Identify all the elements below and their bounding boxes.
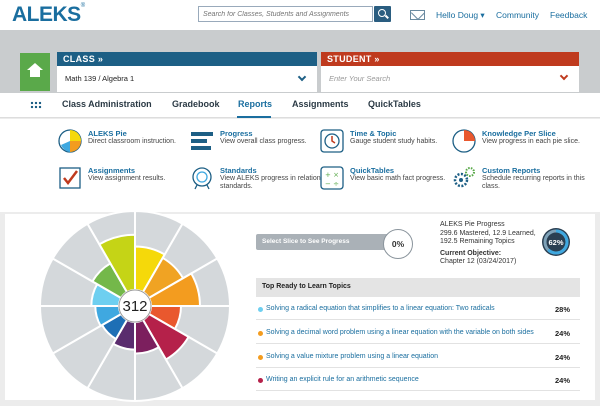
student-label: STUDENT » bbox=[321, 52, 579, 66]
report-desc: View progress in each pie slice. bbox=[482, 138, 580, 145]
tab-reports[interactable]: Reports bbox=[238, 99, 273, 109]
main-nav: Class Administration Gradebook Reports A… bbox=[0, 93, 600, 118]
tab-gradebook[interactable]: Gradebook bbox=[172, 99, 220, 109]
active-tab-indicator bbox=[237, 116, 271, 118]
class-selector[interactable]: CLASS » Math 139 / Algebra 1 (25 ⚇) bbox=[57, 52, 338, 92]
topic-link[interactable]: Solving a value mixture problem using a … bbox=[266, 353, 438, 360]
class-value: Math 139 / Algebra 1 bbox=[65, 74, 135, 83]
report-desc: View overall class progress. bbox=[220, 138, 307, 145]
report-title: Standards bbox=[220, 166, 257, 175]
checkbox-icon bbox=[59, 167, 81, 189]
topic-link[interactable]: Solving a decimal word problem using a l… bbox=[266, 329, 534, 336]
progress-ring: 62% bbox=[542, 228, 570, 256]
progress-bars-icon bbox=[191, 132, 213, 150]
standards-icon bbox=[192, 167, 212, 190]
progress-title: ALEKS Pie Progress bbox=[440, 221, 505, 228]
report-desc: Gauge student study habits. bbox=[350, 138, 438, 145]
tab-quicktables[interactable]: QuickTables bbox=[368, 99, 421, 109]
topic-percent: 24% bbox=[554, 353, 570, 362]
report-desc: View ALEKS progress in relation to stand… bbox=[220, 175, 329, 190]
slice-color-dot bbox=[258, 331, 263, 336]
report-title: Custom Reports bbox=[482, 166, 541, 175]
objective-value: Chapter 12 (03/24/2017) bbox=[440, 258, 517, 265]
report-title: Knowledge Per Slice bbox=[482, 129, 556, 138]
pie-center-value: 312 bbox=[122, 298, 147, 315]
progress-ring-value: 62% bbox=[548, 238, 563, 247]
student-search-input[interactable]: Enter Your Search bbox=[329, 74, 391, 83]
topic-row[interactable]: Solving a decimal word problem using a l… bbox=[256, 324, 580, 344]
pie-icon bbox=[58, 129, 82, 153]
topic-percent: 24% bbox=[554, 376, 570, 385]
report-title: Assignments bbox=[88, 166, 136, 175]
slice-progress-value: 0% bbox=[383, 229, 413, 259]
topic-percent: 24% bbox=[554, 329, 570, 338]
topic-link[interactable]: Solving a radical equation that simplifi… bbox=[266, 305, 495, 312]
slice-color-dot bbox=[258, 378, 263, 383]
report-desc: Schedule recurring reports in this class… bbox=[482, 175, 585, 190]
svg-text:− ÷: − ÷ bbox=[325, 180, 339, 188]
topic-link[interactable]: Writing an explicit rule for an arithmet… bbox=[266, 376, 419, 383]
mail-icon[interactable] bbox=[410, 10, 425, 20]
progress-ring-arc bbox=[543, 229, 569, 255]
slice-icon bbox=[452, 129, 476, 153]
topic-row[interactable]: Writing an explicit rule for an arithmet… bbox=[256, 371, 580, 391]
report-desc: View basic math fact progress. bbox=[350, 175, 446, 182]
objective-label: Current Objective: bbox=[440, 249, 502, 257]
gears-icon bbox=[453, 167, 475, 188]
top-bar: ALEKS® Hello Doug ▾ Community Feedback bbox=[0, 0, 600, 30]
report-title: ALEKS Pie bbox=[88, 129, 127, 138]
class-label: CLASS » bbox=[57, 52, 317, 66]
topic-row[interactable]: Solving a value mixture problem using a … bbox=[256, 348, 580, 368]
progress-line2: 192.5 Remaining Topics bbox=[440, 238, 515, 245]
reports-panel bbox=[0, 119, 600, 212]
clock-icon bbox=[320, 129, 344, 153]
topic-percent: 28% bbox=[554, 305, 570, 314]
student-selector[interactable]: STUDENT » Enter Your Search bbox=[321, 52, 579, 92]
topic-row[interactable]: Solving a radical equation that simplifi… bbox=[256, 300, 580, 320]
report-desc: View assignment results. bbox=[88, 175, 166, 182]
chevron-down-icon[interactable] bbox=[559, 71, 569, 81]
feedback-link[interactable]: Feedback bbox=[550, 10, 588, 20]
aleks-pie-progress: ALEKS Pie Progress 299.6 Mastered, 12.9 … bbox=[440, 221, 536, 267]
home-icon[interactable] bbox=[20, 53, 50, 91]
slice-color-dot bbox=[258, 355, 263, 360]
aleks-pie-chart[interactable]: 312 bbox=[35, 206, 235, 406]
topics-header: Top Ready to Learn Topics bbox=[256, 278, 580, 297]
tab-assignments[interactable]: Assignments bbox=[292, 99, 349, 109]
report-title: Progress bbox=[220, 129, 253, 138]
svg-text:+ ×: + × bbox=[325, 171, 339, 179]
tab-class-administration[interactable]: Class Administration bbox=[62, 99, 152, 109]
user-menu[interactable]: Hello Doug ▾ bbox=[436, 10, 485, 20]
report-title: QuickTables bbox=[350, 166, 395, 175]
aleks-logo[interactable]: ALEKS® bbox=[12, 3, 85, 26]
search-icon[interactable] bbox=[374, 6, 391, 22]
pie-center bbox=[118, 289, 152, 323]
progress-line1: 299.6 Mastered, 12.9 Learned, bbox=[440, 229, 536, 237]
community-link[interactable]: Community bbox=[496, 10, 539, 20]
slice-color-dot bbox=[258, 307, 263, 312]
slice-progress-bar: Select Slice to See Progress bbox=[256, 234, 390, 250]
report-desc: Direct classroom instruction. bbox=[88, 138, 176, 145]
report-title: Time & Topic bbox=[350, 129, 397, 138]
calculator-icon: + ×− ÷ bbox=[320, 166, 344, 190]
chevron-down-icon[interactable] bbox=[297, 72, 307, 82]
search-input[interactable] bbox=[198, 6, 373, 22]
grid-menu-icon[interactable] bbox=[30, 101, 42, 109]
